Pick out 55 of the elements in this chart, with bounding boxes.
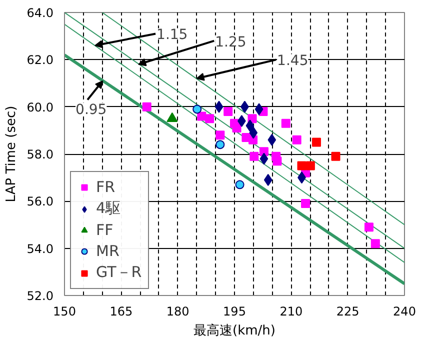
point	[364, 222, 374, 232]
point	[312, 138, 321, 147]
point	[192, 104, 202, 114]
legend-label: FF	[96, 221, 114, 239]
legend-label: GT－R	[96, 263, 142, 282]
point	[297, 161, 306, 170]
point	[232, 124, 242, 133]
point	[216, 140, 225, 150]
annotation: 1.45	[277, 53, 308, 70]
point	[205, 114, 214, 124]
point	[292, 135, 302, 144]
x-tick-label: 225	[336, 304, 360, 318]
point	[259, 147, 268, 156]
annotation: 1.25	[215, 34, 246, 50]
point	[249, 126, 258, 139]
y-tick-label: 62.0	[26, 53, 54, 68]
x-tick-label: 210	[280, 304, 303, 318]
point	[281, 118, 290, 128]
point	[268, 134, 276, 146]
legend-label: MR	[96, 242, 120, 260]
point	[260, 152, 268, 165]
y-tick-label: 52.0	[26, 289, 54, 303]
x-tick-label: 195	[223, 304, 246, 318]
y-tick-label: 56.0	[26, 194, 54, 209]
point	[306, 161, 315, 170]
point	[331, 152, 340, 161]
point	[248, 114, 257, 124]
x-tick-label: 150	[53, 304, 76, 318]
y-tick-label: 60.0	[26, 100, 54, 114]
legend-label: FR	[96, 178, 116, 196]
point	[301, 199, 310, 208]
x-tick-label: 180	[166, 304, 190, 318]
point	[246, 120, 254, 132]
point	[224, 107, 233, 116]
point	[235, 180, 244, 190]
y-tick-label: 58.0	[26, 148, 54, 162]
point	[272, 156, 282, 166]
point	[248, 135, 258, 144]
point	[370, 239, 380, 248]
legend-label: 4駆	[96, 199, 121, 218]
y-axis-title: LAP Time (sec)	[4, 106, 19, 202]
point	[264, 174, 272, 186]
point	[254, 103, 264, 116]
y-tick-label: 54.0	[26, 242, 54, 256]
y-tick-label: 64.0	[26, 6, 54, 20]
x-tick-label: 165	[110, 304, 133, 318]
x-axis-title: 最高速(km/h)	[194, 322, 276, 338]
x-tick-label: 240	[393, 304, 416, 318]
point	[216, 130, 225, 140]
point	[250, 152, 259, 161]
point	[166, 112, 178, 122]
point	[214, 100, 224, 113]
point	[142, 102, 152, 112]
annotation: 0.95	[76, 102, 107, 118]
annotation: 1.15	[156, 27, 188, 44]
